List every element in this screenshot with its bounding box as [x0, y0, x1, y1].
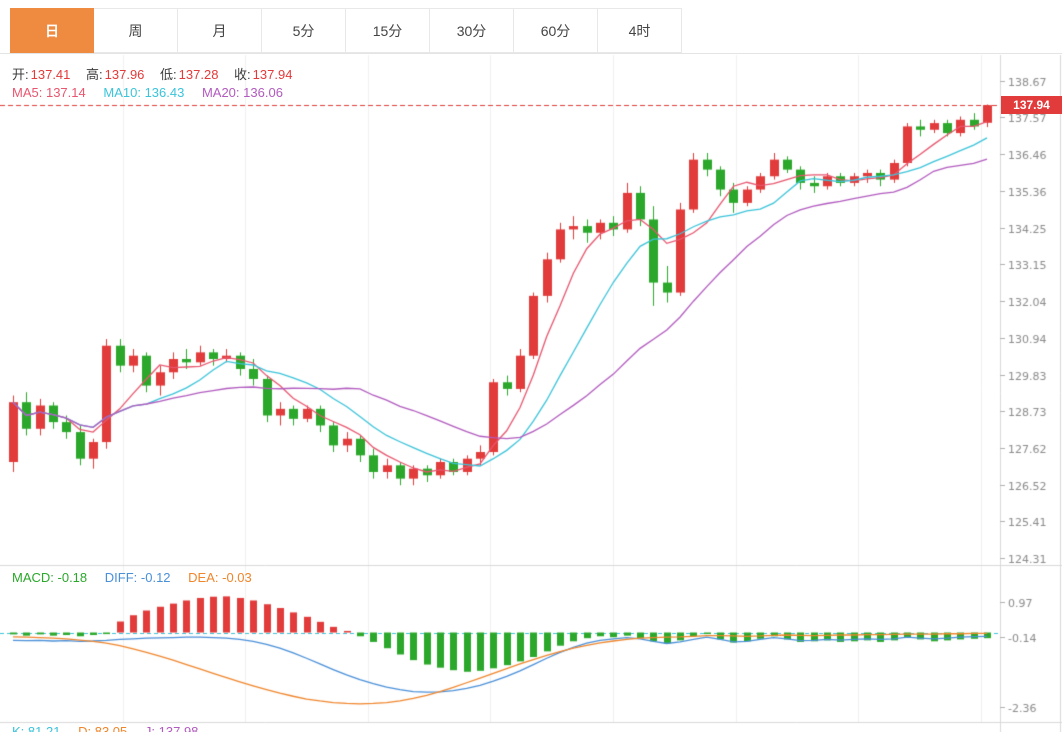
current-price-tag: 137.94 — [1001, 96, 1062, 115]
ma20-readout: MA20: 136.06 — [201, 85, 283, 100]
kdj-d-value: D: 83.05 — [78, 724, 128, 732]
dea-value: DEA: -0.03 — [188, 570, 252, 585]
close-label: 收: — [234, 67, 251, 82]
close-value: 137.94 — [252, 67, 293, 82]
open-value: 137.41 — [30, 67, 71, 82]
tab-4hour[interactable]: 4时 — [598, 8, 682, 53]
macd-value: MACD: -0.18 — [12, 570, 88, 585]
ma10-readout: MA10: 136.43 — [103, 85, 185, 100]
high-value: 137.96 — [104, 67, 145, 82]
macd-readout: MACD: -0.18 DIFF: -0.12 DEA: -0.03 — [12, 570, 252, 585]
kdj-k-value: K: 81.21 — [12, 724, 61, 732]
tab-5min[interactable]: 5分 — [262, 8, 346, 53]
low-value: 137.28 — [178, 67, 219, 82]
timeframe-tabs: 日 周 月 5分 15分 30分 60分 4时 — [0, 0, 1062, 54]
tab-30min[interactable]: 30分 — [430, 8, 514, 53]
ma5-readout: MA5: 137.14 — [12, 85, 86, 100]
sub-indicator-readout-clipped: K: 81.21 D: 83.05 J: 137.98 — [12, 724, 198, 732]
tab-month[interactable]: 月 — [178, 8, 262, 53]
tab-15min[interactable]: 15分 — [346, 8, 430, 53]
high-label: 高: — [86, 67, 103, 82]
ma-readout: MA5: 137.14 MA10: 136.43 MA20: 136.06 — [12, 85, 283, 100]
low-label: 低: — [160, 67, 177, 82]
open-label: 开: — [12, 67, 29, 82]
tab-week[interactable]: 周 — [94, 8, 178, 53]
diff-value: DIFF: -0.12 — [104, 570, 171, 585]
tab-60min[interactable]: 60分 — [514, 8, 598, 53]
ohlc-readout: 开: 137.41 高: 137.96 低: 137.28 收: 137.94 — [12, 64, 304, 83]
tab-day[interactable]: 日 — [10, 8, 94, 53]
kdj-j-value: J: 137.98 — [144, 724, 199, 732]
